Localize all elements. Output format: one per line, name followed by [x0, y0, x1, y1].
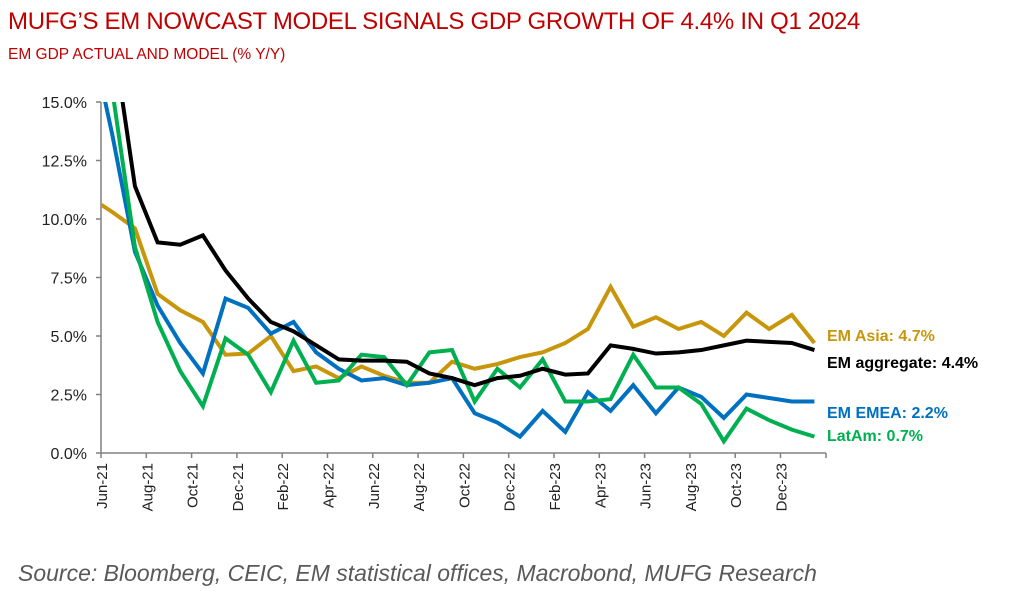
x-tick-label: Apr-22 [321, 463, 338, 508]
y-tick-label: 2.5% [51, 388, 87, 405]
series-line-latam [111, 102, 816, 445]
source-note: Source: Bloomberg, CEIC, EM statistical … [18, 560, 817, 586]
end-label-em-asia: EM Asia: 4.7% [827, 328, 935, 345]
x-tick-label: Feb-22 [275, 463, 292, 511]
x-tick-label: Dec-23 [774, 463, 791, 511]
x-tick-label: Jun-21 [94, 463, 111, 509]
y-tick-label: 10.0% [42, 212, 87, 229]
line-chart: 0.0% 2.5% 5.0% 7.5% 10.0% 12.5% 15.0% Jun-21 Aug… [42, 95, 979, 511]
end-label-em-aggregate: EM aggregate: 4.4% [827, 355, 978, 372]
series-line-em-emea [103, 102, 815, 440]
y-tick-label: 7.5% [51, 271, 87, 288]
y-tick-label: 15.0% [42, 95, 87, 112]
x-tick-label: Jun-22 [366, 463, 383, 509]
y-tick-label: 12.5% [42, 154, 87, 171]
x-tick-label: Oct-21 [185, 463, 202, 508]
y-tick-label: 5.0% [51, 329, 87, 346]
x-tick-label: Apr-23 [592, 463, 609, 508]
x-tick-label: Aug-23 [683, 463, 700, 511]
x-tick-label: Dec-22 [502, 463, 519, 511]
end-label-em-emea: EM EMEA: 2.2% [827, 405, 948, 422]
chart-subtitle: EM GDP ACTUAL AND MODEL (% Y/Y) [8, 46, 286, 63]
x-tick-label: Aug-21 [139, 463, 156, 511]
series-line-em-asia [101, 202, 817, 385]
x-tick-label: Oct-22 [456, 463, 473, 508]
x-tick-label: Jun-23 [638, 463, 655, 509]
chart-title: MUFG’S EM NOWCAST MODEL SIGNALS GDP GROW… [8, 8, 861, 35]
series-line-em-aggregate [120, 102, 816, 388]
x-tick-label: Feb-23 [547, 463, 564, 511]
x-tick-label: Dec-21 [230, 463, 247, 511]
x-tick-label: Oct-23 [728, 463, 745, 508]
end-label-latam: LatAm: 0.7% [827, 428, 923, 445]
y-tick-label: 0.0% [51, 446, 87, 463]
x-tick-label: Aug-22 [411, 463, 428, 511]
